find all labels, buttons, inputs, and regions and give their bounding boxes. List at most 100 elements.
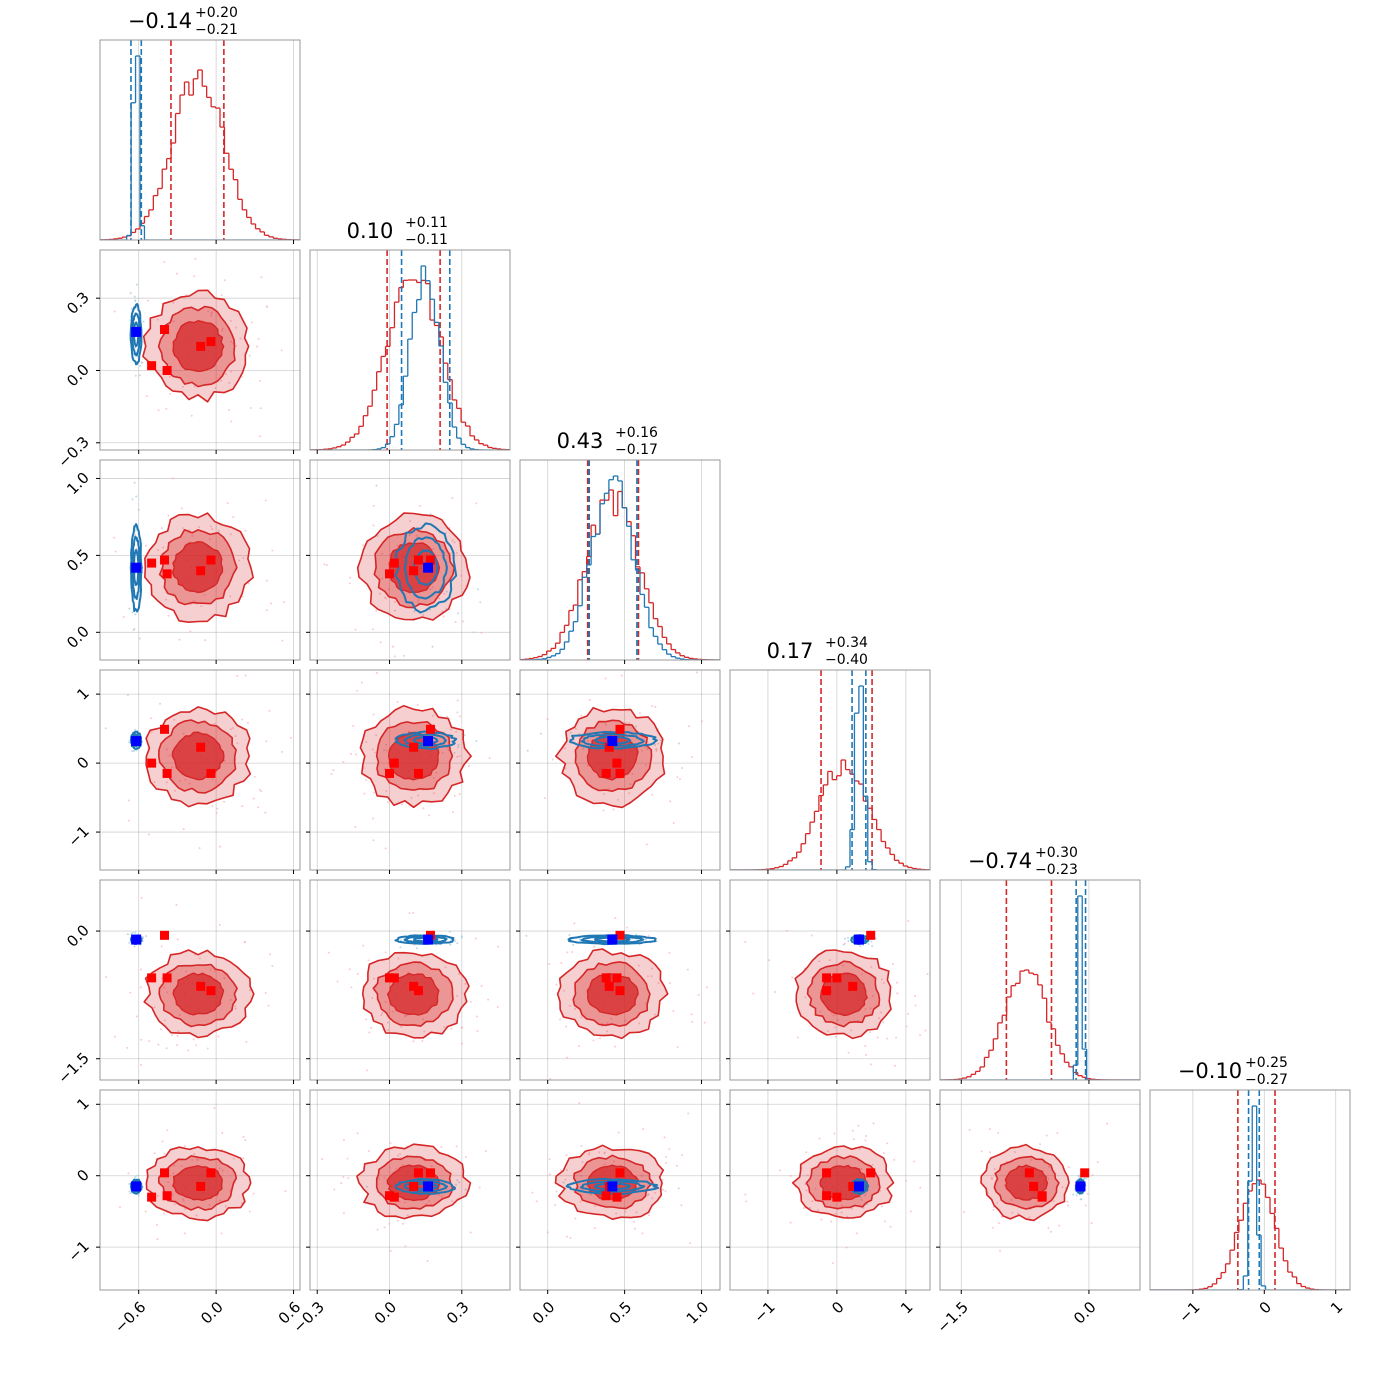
title-minus-error: −0.23 [1035, 862, 1078, 878]
red-sample-point [193, 1152, 196, 1155]
red-sample-point [229, 319, 232, 322]
blue-sample-point [457, 743, 460, 746]
blue-truth-marker [131, 736, 142, 747]
red-sample-point [332, 769, 335, 772]
red-sample-point [469, 1231, 472, 1234]
blue-truth-marker [131, 326, 142, 337]
red-sample-point [1086, 1192, 1089, 1195]
panel-plot-area [744, 1122, 922, 1265]
red-sample-point [403, 654, 406, 657]
red-sample-point [571, 950, 574, 953]
red-sample-point [379, 641, 382, 644]
red-sample-point [487, 998, 490, 1001]
red-sample-point [789, 1221, 792, 1224]
red-sample-point [419, 504, 422, 507]
red-sample-point [192, 1038, 195, 1041]
red-sample-point [555, 983, 558, 986]
red-sample-point [163, 1019, 166, 1022]
red-sample-point [184, 1144, 187, 1147]
panel-frame [99, 249, 301, 451]
red-sample-point [218, 845, 221, 848]
red-sample-point [456, 755, 459, 758]
blue-sample-point [128, 607, 131, 610]
red-sample-point [363, 792, 366, 795]
red-sample-point [149, 717, 152, 720]
x-tick-label: −1.5 [934, 1298, 972, 1336]
x-tick-label: 0.5 [606, 1298, 636, 1328]
red-marker [147, 361, 157, 371]
red-sample-point [182, 828, 185, 831]
red-sample-point [882, 981, 885, 984]
red-sample-point [820, 1218, 823, 1221]
panel-frame [519, 879, 721, 1081]
blue-contour-outer [129, 523, 143, 613]
blue-sample-point [569, 731, 572, 734]
red-sample-point [440, 551, 443, 554]
red-sample-point [410, 796, 413, 799]
red-marker [196, 566, 206, 576]
red-sample-point [651, 793, 654, 796]
red-sample-point [657, 982, 660, 985]
red-sample-point [208, 1203, 211, 1206]
red-sample-point [607, 787, 610, 790]
blue-sample-point [139, 365, 142, 368]
red-sample-point [371, 748, 374, 751]
red-sample-point [496, 1005, 499, 1008]
red-sample-point [894, 1064, 897, 1067]
blue-sample-point [572, 943, 575, 946]
red-sample-point [184, 778, 187, 781]
red-sample-point [449, 728, 452, 731]
red-sample-point [440, 1145, 443, 1148]
red-sample-point [676, 1046, 679, 1049]
red-sample-point [478, 1186, 481, 1189]
panel-plot-area [1150, 1090, 1350, 1290]
red-sample-point [173, 1164, 176, 1167]
red-sample-point [393, 609, 396, 612]
red-sample-point [870, 965, 873, 968]
red-sample-point [153, 1152, 156, 1155]
x-tick-label: −1 [750, 1298, 778, 1326]
red-sample-point [379, 592, 382, 595]
red-sample-point [818, 1137, 821, 1140]
red-sample-point [1013, 1151, 1016, 1154]
red-marker [385, 1191, 395, 1201]
red-sample-point [168, 375, 171, 378]
blue-sample-point [463, 733, 466, 736]
red-marker [601, 1191, 611, 1201]
y-tick-label: 1 [73, 684, 92, 703]
panel-frame [99, 669, 301, 871]
x-tick-label: 1.0 [683, 1298, 713, 1328]
panel-1-1: 0.10 +0.11−0.11 [309, 215, 511, 454]
y-tick-label: −1 [64, 1237, 92, 1265]
red-sample-point [194, 257, 197, 260]
red-marker [615, 1168, 625, 1178]
y-tick-label: 1 [73, 1094, 92, 1113]
blue-contour-middle [403, 1180, 449, 1193]
red-sample-point [265, 579, 268, 582]
red-sample-point [122, 615, 125, 618]
red-sample-point [559, 1169, 562, 1172]
red-marker [147, 973, 157, 983]
red-sample-point [884, 1220, 887, 1223]
red-sample-point [789, 1174, 792, 1177]
red-sample-point [869, 1007, 872, 1010]
red-sample-point [224, 1205, 227, 1208]
red-marker [822, 1168, 832, 1178]
red-sample-point [1090, 1222, 1093, 1225]
red-sample-point [172, 301, 175, 304]
red-sample-point [421, 1040, 424, 1043]
red-sample-point [458, 793, 461, 796]
red-sample-point [422, 614, 425, 617]
red-sample-point [840, 1204, 843, 1207]
red-sample-point [362, 944, 365, 947]
red-sample-point [104, 727, 107, 730]
panel-2-1 [306, 459, 511, 664]
red-sample-point [626, 926, 629, 929]
red-sample-point [388, 1166, 391, 1169]
red-sample-point [654, 1013, 657, 1016]
red-sample-point [386, 801, 389, 804]
red-sample-point [223, 759, 226, 762]
red-marker [196, 742, 206, 752]
red-sample-point [517, 987, 519, 989]
red-sample-point [700, 720, 703, 723]
